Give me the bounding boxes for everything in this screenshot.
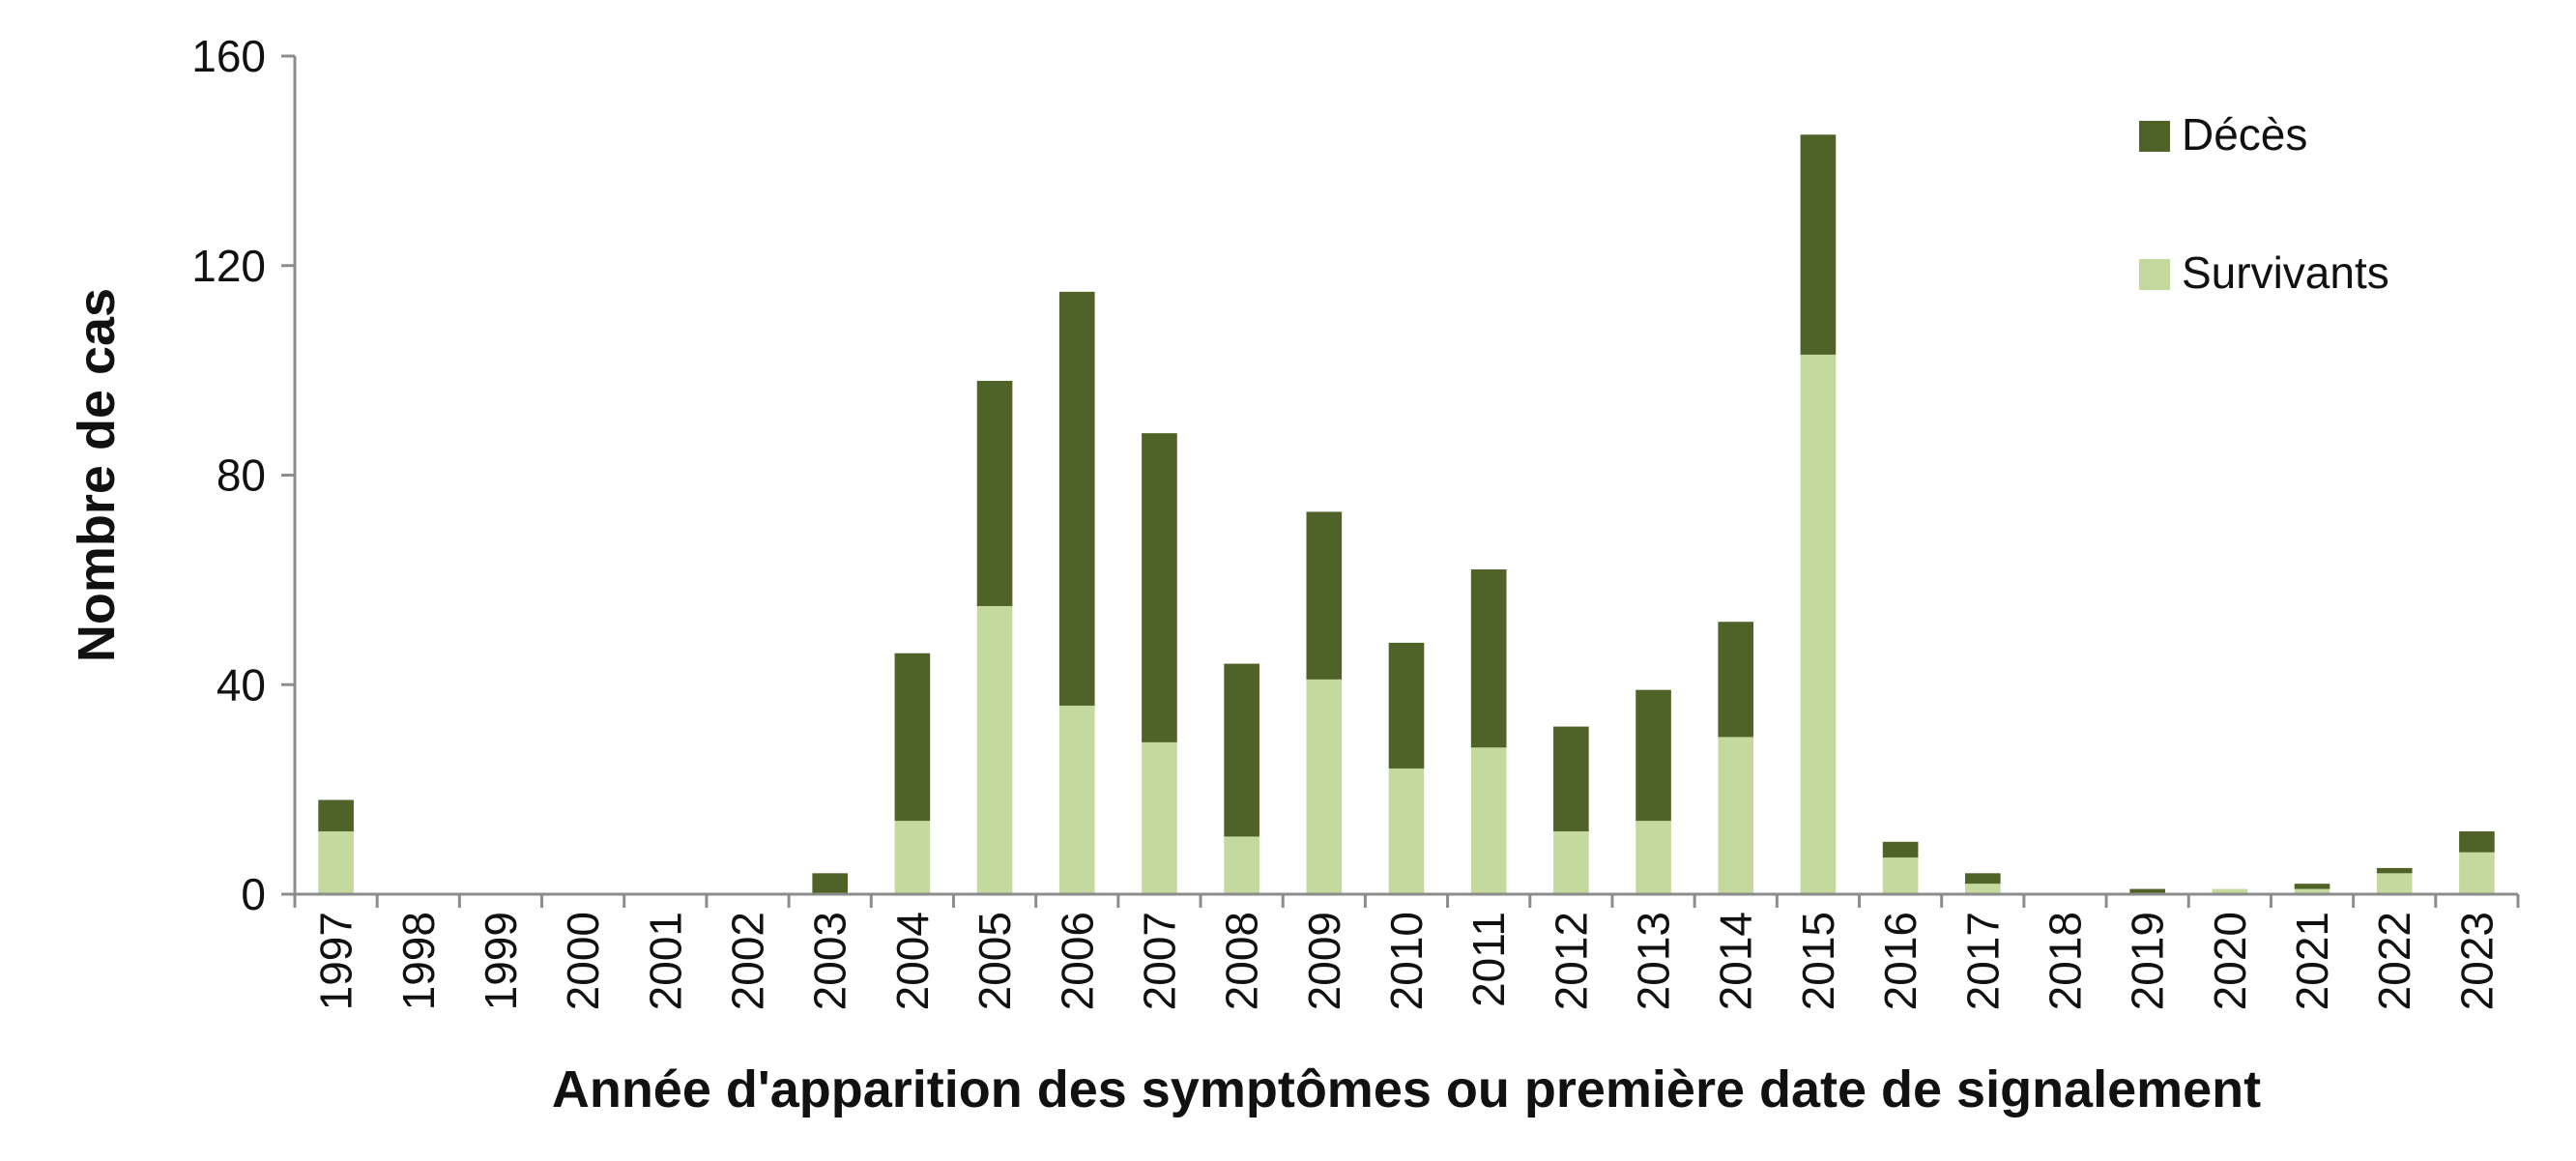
bar-d-c-s-2022 xyxy=(2376,867,2413,874)
legend-label: Décès xyxy=(2182,109,2307,160)
x-tick-label: 2021 xyxy=(2287,912,2337,1010)
bar-survivants-2016 xyxy=(1882,857,1919,894)
bar-d-c-s-2017 xyxy=(1964,873,2001,885)
bar-d-c-s-2021 xyxy=(2294,884,2330,889)
bar-d-c-s-1997 xyxy=(318,799,354,831)
x-tick-label: 2008 xyxy=(1217,912,1267,1010)
x-tick-label: 2002 xyxy=(723,912,773,1010)
legend-swatch xyxy=(2139,259,2170,290)
bar-d-c-s-2006 xyxy=(1058,291,1095,706)
bar-d-c-s-2023 xyxy=(2459,830,2495,853)
bar-d-c-s-2010 xyxy=(1388,642,1425,769)
bar-survivants-2017 xyxy=(1964,884,2001,894)
bar-d-c-s-2015 xyxy=(1800,134,1837,355)
y-tick-label: 160 xyxy=(191,31,266,81)
x-tick-label: 2022 xyxy=(2369,912,2419,1010)
bar-d-c-s-2007 xyxy=(1142,433,1177,742)
bar-d-c-s-2004 xyxy=(894,653,931,822)
bar-d-c-s-2013 xyxy=(1635,689,1671,822)
bar-survivants-2012 xyxy=(1553,830,1589,894)
y-tick-label: 0 xyxy=(241,869,266,919)
bar-survivants-1997 xyxy=(318,830,354,894)
y-tick-label: 80 xyxy=(217,450,266,501)
y-axis-ticks: 0 40 80 120 160 xyxy=(191,31,295,919)
x-axis-title: Année d'apparition des symptômes ou prem… xyxy=(552,1060,2261,1118)
x-tick-label: 2020 xyxy=(2205,912,2255,1010)
x-tick-label: 1999 xyxy=(476,912,526,1010)
x-tick-label: 1997 xyxy=(311,912,362,1010)
bar-survivants-2008 xyxy=(1224,836,1259,894)
x-tick-label: 2019 xyxy=(2123,912,2173,1010)
bar-survivants-2021 xyxy=(2294,888,2330,894)
x-tick-label: 2011 xyxy=(1463,912,1514,1007)
y-tick-label: 40 xyxy=(217,659,266,710)
bar-survivants-2011 xyxy=(1470,747,1507,894)
bar-survivants-2010 xyxy=(1388,768,1425,894)
bar-survivants-2013 xyxy=(1635,821,1671,894)
legend: Décès Survivants xyxy=(2139,109,2389,298)
x-tick-label: 2001 xyxy=(640,912,690,1010)
bar-survivants-2005 xyxy=(976,605,1013,894)
bar-survivants-2020 xyxy=(2212,888,2248,894)
bars-layer xyxy=(318,134,2495,894)
x-tick-label: 2014 xyxy=(1711,912,1761,1010)
x-tick-label: 2015 xyxy=(1793,912,1843,1010)
x-axis-ticks: 1997 1998 1999 2000 2001 2002 2003 2004 2005 2006… xyxy=(293,894,2520,1010)
x-tick-label: 2016 xyxy=(1875,912,1925,1010)
bar-d-c-s-2016 xyxy=(1882,841,1919,858)
bar-survivants-2006 xyxy=(1058,705,1095,894)
x-tick-label: 2005 xyxy=(970,912,1020,1010)
x-tick-label: 2023 xyxy=(2451,912,2502,1010)
bar-survivants-2007 xyxy=(1142,741,1177,894)
y-tick-label: 120 xyxy=(191,241,266,291)
bar-survivants-2009 xyxy=(1306,679,1343,894)
bar-d-c-s-2009 xyxy=(1306,511,1343,680)
bar-survivants-2023 xyxy=(2459,852,2495,894)
legend-label: Survivants xyxy=(2182,247,2389,298)
x-tick-label: 2003 xyxy=(805,912,855,1010)
x-tick-label: 2007 xyxy=(1134,912,1184,1010)
legend-swatch xyxy=(2139,121,2170,152)
x-tick-label: 2004 xyxy=(887,912,938,1010)
bar-d-c-s-2003 xyxy=(812,873,849,894)
bar-survivants-2014 xyxy=(1718,737,1754,894)
x-tick-label: 2010 xyxy=(1381,912,1432,1010)
x-tick-label: 2012 xyxy=(1546,912,1596,1010)
x-tick-label: 2018 xyxy=(2040,912,2090,1010)
bar-d-c-s-2012 xyxy=(1553,726,1589,831)
x-tick-label: 2009 xyxy=(1299,912,1349,1010)
x-tick-label: 2013 xyxy=(1629,912,1679,1010)
bar-d-c-s-2011 xyxy=(1470,569,1507,748)
x-tick-label: 2006 xyxy=(1052,912,1102,1010)
x-tick-label: 1998 xyxy=(393,912,444,1010)
y-axis-title: Nombre de cas xyxy=(68,288,126,662)
x-tick-label: 2017 xyxy=(1957,912,2008,1010)
bar-survivants-2015 xyxy=(1800,354,1837,894)
bar-d-c-s-2019 xyxy=(2129,888,2165,894)
bar-survivants-2004 xyxy=(894,821,931,894)
bar-d-c-s-2014 xyxy=(1718,622,1754,738)
bar-d-c-s-2008 xyxy=(1224,663,1259,837)
bar-survivants-2022 xyxy=(2376,873,2413,894)
x-tick-label: 2000 xyxy=(558,912,608,1010)
bar-d-c-s-2005 xyxy=(976,380,1013,606)
